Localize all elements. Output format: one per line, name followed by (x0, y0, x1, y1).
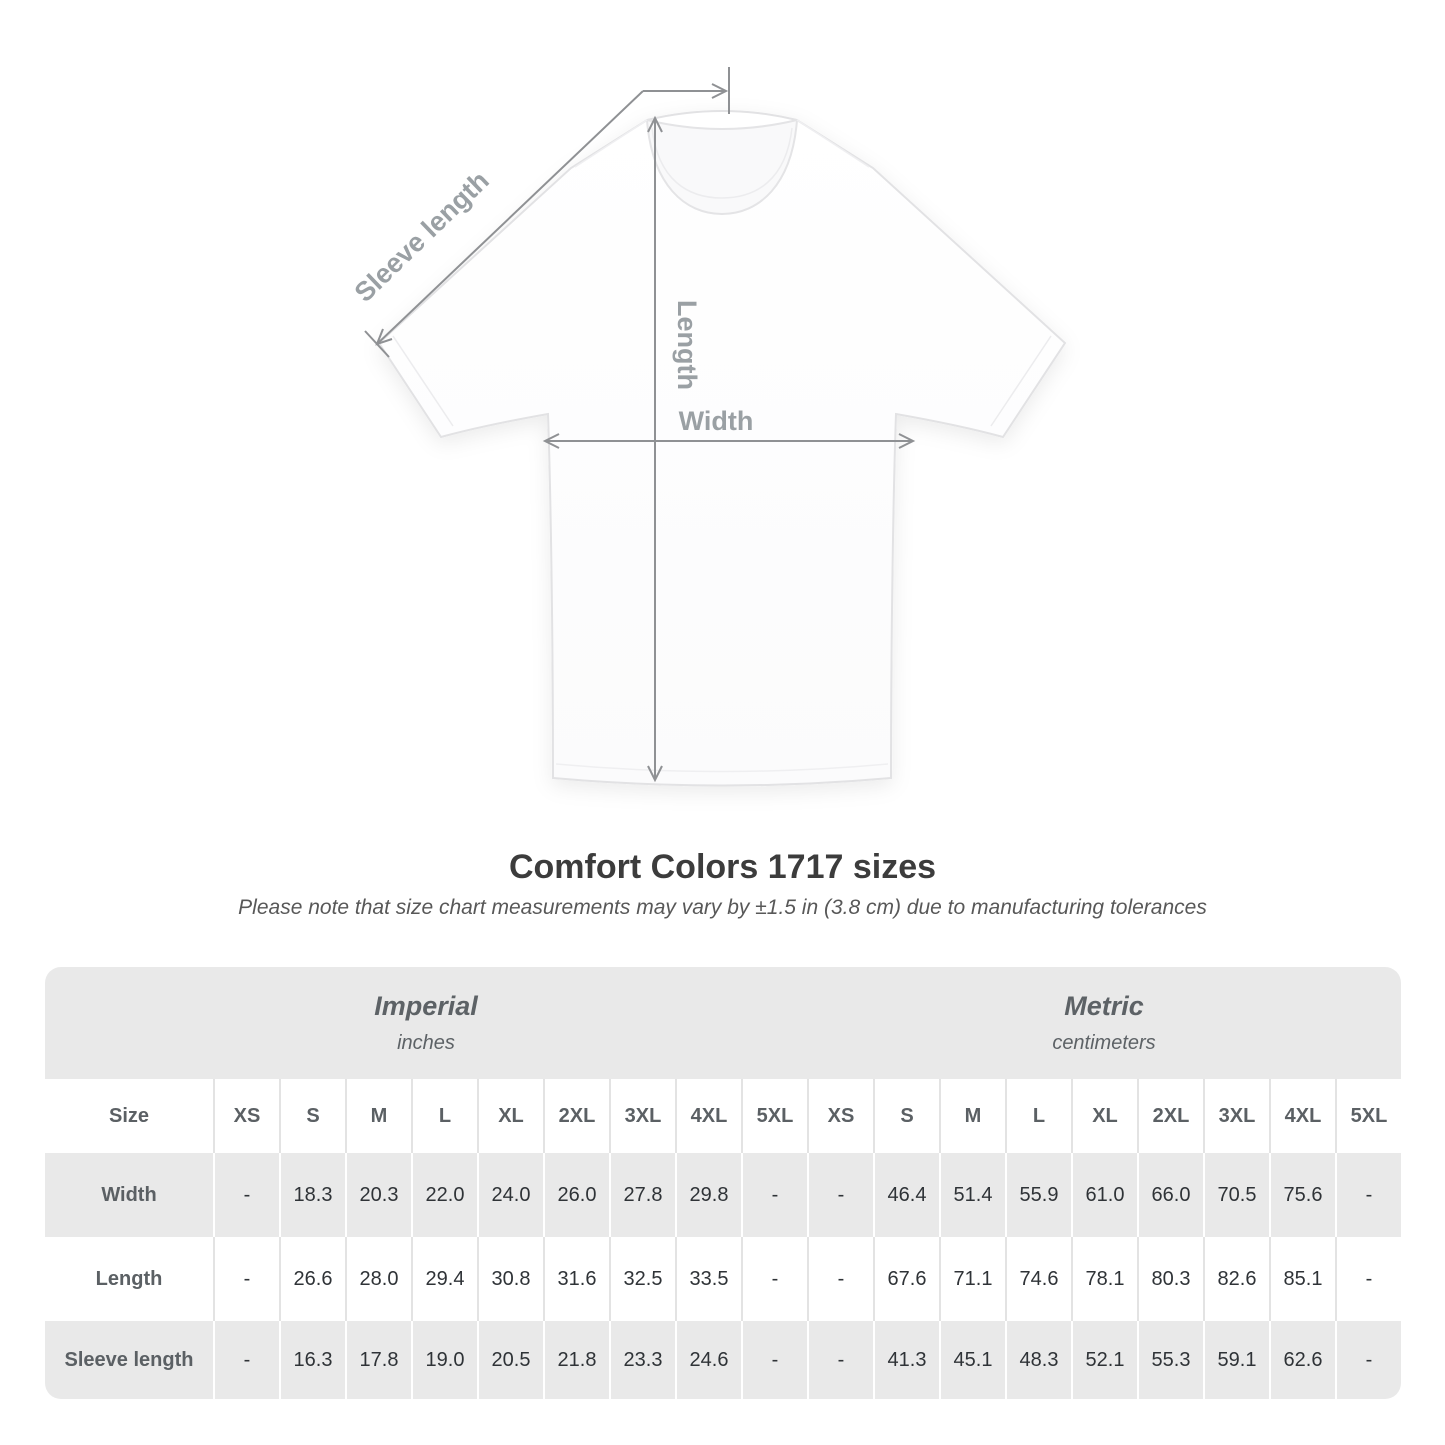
measurement-value: 21.8 (543, 1321, 609, 1399)
measurement-value: - (807, 1237, 873, 1321)
measurement-value: 75.6 (1269, 1153, 1335, 1237)
measurement-value: - (1335, 1237, 1401, 1321)
measurement-value: - (1335, 1153, 1401, 1237)
row-width: Width -18.3 20.3 22.0 24.0 26.0 27.8 29.8- -46.4… (45, 1153, 1401, 1237)
measurement-value: 46.4 (873, 1153, 939, 1237)
measurement-value: 22.0 (411, 1153, 477, 1237)
imperial-title: Imperial (374, 991, 478, 1021)
measurement-value: - (807, 1153, 873, 1237)
tshirt-measurement-diagram: Sleeve length Length Width (349, 67, 1067, 787)
unit-header-band: Imperial inches Metric centimeters (45, 967, 1401, 1079)
measurement-value: 52.1 (1071, 1321, 1137, 1399)
size-col-metric-m: M (939, 1079, 1005, 1153)
measurement-value: 18.3 (279, 1153, 345, 1237)
measurement-arrows (364, 67, 916, 783)
measurement-value: 17.8 (345, 1321, 411, 1399)
measurement-value: 33.5 (675, 1237, 741, 1321)
tolerance-note: Please note that size chart measurements… (238, 896, 1207, 919)
size-col-imperial-xl: XL (477, 1079, 543, 1153)
measurement-value: - (741, 1321, 807, 1399)
measurement-value: 78.1 (1071, 1237, 1137, 1321)
measurement-value: 24.0 (477, 1153, 543, 1237)
metric-header: Metric centimeters (807, 967, 1401, 1079)
measurement-value: 29.4 (411, 1237, 477, 1321)
measurement-value: 59.1 (1203, 1321, 1269, 1399)
metric-unit: centimeters (1052, 1032, 1156, 1054)
measurement-value: 62.6 (1269, 1321, 1335, 1399)
row-length: Length -26.6 28.0 29.4 30.8 31.6 32.5 33.5- -67.… (45, 1237, 1401, 1321)
size-col-metric-3xl: 3XL (1203, 1079, 1269, 1153)
measurement-value: 31.6 (543, 1237, 609, 1321)
measurement-value: 30.8 (477, 1237, 543, 1321)
measurement-value: 32.5 (609, 1237, 675, 1321)
size-col-imperial-2xl: 2XL (543, 1079, 609, 1153)
size-col-metric-xs: XS (807, 1079, 873, 1153)
size-col-imperial-xs: XS (213, 1079, 279, 1153)
size-col-imperial-l: L (411, 1079, 477, 1153)
measurement-rows: Width -18.3 20.3 22.0 24.0 26.0 27.8 29.8- -46.4… (45, 1153, 1401, 1399)
width-label: Width (679, 406, 754, 436)
measurement-value: 20.5 (477, 1321, 543, 1399)
length-label: Length (672, 300, 702, 390)
tshirt-illustration (377, 110, 1067, 787)
measurement-value: 19.0 (411, 1321, 477, 1399)
measurement-value: 26.6 (279, 1237, 345, 1321)
measurement-value: - (807, 1321, 873, 1399)
imperial-header: Imperial inches (45, 967, 807, 1079)
tshirt-diagram-svg: Sleeve length Length Width (349, 67, 1067, 787)
size-header-row: Size XS S M L XL 2XL 3XL 4XL 5XL XS S M L XL 2XL 3XL 4XL… (45, 1079, 1401, 1153)
metric-title: Metric (1064, 991, 1144, 1021)
measurement-value: 29.8 (675, 1153, 741, 1237)
measurement-value: 66.0 (1137, 1153, 1203, 1237)
measurement-value: 26.0 (543, 1153, 609, 1237)
measurement-value: 71.1 (939, 1237, 1005, 1321)
row-sleeve-length: Sleeve length -16.3 17.8 19.0 20.5 21.8 23.3 24… (45, 1321, 1401, 1399)
measurement-value: 82.6 (1203, 1237, 1269, 1321)
measurement-value: 16.3 (279, 1321, 345, 1399)
size-col-metric-xl: XL (1071, 1079, 1137, 1153)
size-col-imperial-s: S (279, 1079, 345, 1153)
measurement-value: 74.6 (1005, 1237, 1071, 1321)
measurement-value: 85.1 (1269, 1237, 1335, 1321)
measurement-value: 23.3 (609, 1321, 675, 1399)
size-col-metric-4xl: 4XL (1269, 1079, 1335, 1153)
measurement-value: 24.6 (675, 1321, 741, 1399)
measurement-value: - (213, 1321, 279, 1399)
size-col-metric-s: S (873, 1079, 939, 1153)
size-col-metric-5xl: 5XL (1335, 1079, 1401, 1153)
measurement-value: - (213, 1237, 279, 1321)
measurement-value: 20.3 (345, 1153, 411, 1237)
measurement-value: 28.0 (345, 1237, 411, 1321)
size-col-imperial-3xl: 3XL (609, 1079, 675, 1153)
measurement-value: 80.3 (1137, 1237, 1203, 1321)
measurement-value: 51.4 (939, 1153, 1005, 1237)
measurement-value: 61.0 (1071, 1153, 1137, 1237)
measurement-value: - (1335, 1321, 1401, 1399)
measurement-value: - (213, 1153, 279, 1237)
size-col-metric-l: L (1005, 1079, 1071, 1153)
row-label: Sleeve length (64, 1348, 194, 1371)
size-column-title: Size (108, 1104, 150, 1127)
page-title: Comfort Colors 1717 sizes (508, 848, 937, 886)
size-col-imperial-m: M (345, 1079, 411, 1153)
size-col-imperial-4xl: 4XL (675, 1079, 741, 1153)
row-label: Length (95, 1267, 163, 1290)
measurement-value: 41.3 (873, 1321, 939, 1399)
size-col-imperial-5xl: 5XL (741, 1079, 807, 1153)
row-label: Width (101, 1183, 157, 1206)
measurement-value: - (741, 1153, 807, 1237)
measurement-value: 70.5 (1203, 1153, 1269, 1237)
measurement-value: 55.3 (1137, 1321, 1203, 1399)
measurement-value: 55.9 (1005, 1153, 1071, 1237)
size-col-metric-2xl: 2XL (1137, 1079, 1203, 1153)
imperial-unit: inches (397, 1032, 455, 1054)
measurement-value: 27.8 (609, 1153, 675, 1237)
measurement-value: 67.6 (873, 1237, 939, 1321)
size-chart-table: Imperial inches Metric centimeters Size … (45, 967, 1401, 1399)
measurement-value: 45.1 (939, 1321, 1005, 1399)
measurement-value: - (741, 1237, 807, 1321)
measurement-value: 48.3 (1005, 1321, 1071, 1399)
